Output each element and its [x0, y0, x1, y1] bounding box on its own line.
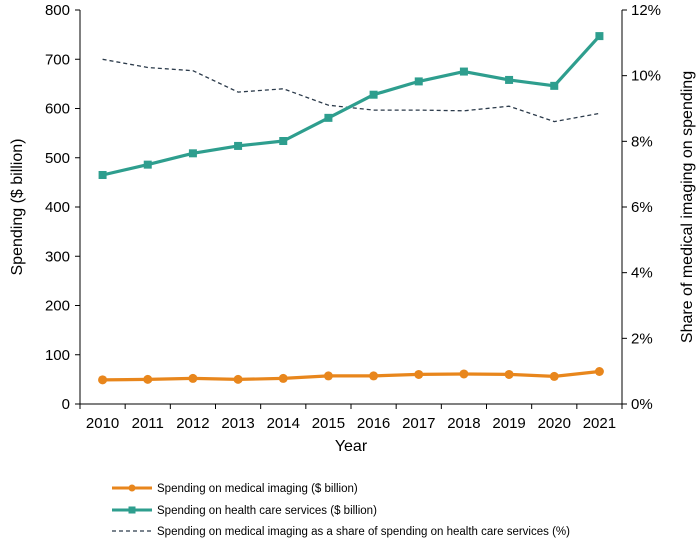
- y-tick-label: 200: [45, 298, 70, 315]
- y2-tick-label: 0%: [631, 396, 653, 413]
- data-point-services: [414, 77, 423, 86]
- data-point-imaging: [188, 373, 198, 383]
- data-point-services: [459, 67, 468, 76]
- data-point-services: [324, 113, 333, 122]
- legend-label-share: Spending on medical imaging as a share o…: [157, 526, 570, 538]
- data-point-imaging: [143, 374, 153, 384]
- x-tick-label: 2011: [132, 415, 164, 432]
- y2-tick-label: 4%: [631, 265, 653, 282]
- data-point-imaging: [98, 375, 108, 385]
- data-point-services: [505, 75, 514, 84]
- x-tick-label: 2017: [402, 415, 435, 432]
- y-tick-label: 800: [45, 2, 70, 19]
- y-axis-title: Spending ($ billion): [9, 139, 26, 276]
- data-point-services: [369, 90, 378, 99]
- y-tick-label: 600: [45, 101, 70, 118]
- data-point-imaging: [549, 371, 559, 381]
- data-point-services: [234, 141, 243, 150]
- series-line-0: [102, 369, 600, 382]
- legend-item-services: Spending on health care services ($ bill…: [112, 505, 377, 517]
- y2-tick-label: 2%: [631, 330, 653, 347]
- y-tick-label: 700: [45, 51, 70, 68]
- data-point-imaging: [414, 369, 424, 379]
- x-tick-label: 2016: [357, 415, 390, 432]
- data-point-imaging: [233, 374, 243, 384]
- data-point-services: [595, 32, 604, 41]
- y2-axis-title: Share of medical imaging on spending: [679, 71, 696, 343]
- data-point-imaging: [504, 369, 514, 379]
- legend-item-imaging: Spending on medical imaging ($ billion): [112, 483, 358, 495]
- x-tick-label: 2020: [538, 415, 571, 432]
- y2-tick-label: 12%: [631, 2, 661, 19]
- y2-tick-label: 10%: [631, 68, 661, 85]
- x-tick-label: 2018: [447, 415, 480, 432]
- data-point-services: [188, 149, 197, 158]
- data-point-imaging: [323, 371, 333, 381]
- data-point-imaging: [369, 371, 379, 381]
- y-tick-label: 300: [45, 248, 70, 265]
- y2-tick-label: 6%: [631, 199, 653, 216]
- series-layer: [98, 32, 604, 385]
- x-tick-label: 2013: [221, 415, 254, 432]
- y2-tick-label: 8%: [631, 133, 653, 150]
- series-line-1: [102, 35, 601, 177]
- data-point-services: [143, 160, 152, 169]
- y-tick-label: 100: [45, 347, 70, 364]
- legend-label-services: Spending on health care services ($ bill…: [157, 505, 377, 517]
- x-tick-label: 2021: [583, 415, 616, 432]
- x-tick-label: 2010: [86, 415, 119, 432]
- data-point-services: [550, 81, 559, 90]
- data-point-imaging: [459, 369, 469, 379]
- x-tick-label: 2014: [267, 415, 300, 432]
- y-tick-label: 400: [45, 199, 70, 216]
- data-point-imaging: [594, 366, 604, 376]
- x-tick-label: 2015: [312, 415, 345, 432]
- x-tick-label: 2019: [492, 415, 525, 432]
- x-tick-label: 2012: [176, 415, 209, 432]
- data-point-services: [279, 137, 288, 146]
- legend-label-imaging: Spending on medical imaging ($ billion): [157, 483, 358, 495]
- x-axis-title: Year: [335, 438, 368, 455]
- ticks: 0 100 200 300 400 500 600 700 800 0% 2% 4% 6% 8% 10% 12…: [45, 2, 661, 432]
- y-tick-label: 0: [62, 396, 70, 413]
- data-point-imaging: [278, 373, 288, 383]
- data-point-services: [98, 170, 107, 179]
- y-tick-label: 500: [45, 150, 70, 167]
- legend-marker-imaging: [128, 484, 136, 492]
- series-line-2: [102, 58, 600, 123]
- legend: Spending on medical imaging ($ billion) …: [112, 483, 570, 538]
- legend-marker-services: [128, 506, 136, 514]
- legend-item-share: Spending on medical imaging as a share o…: [112, 526, 570, 538]
